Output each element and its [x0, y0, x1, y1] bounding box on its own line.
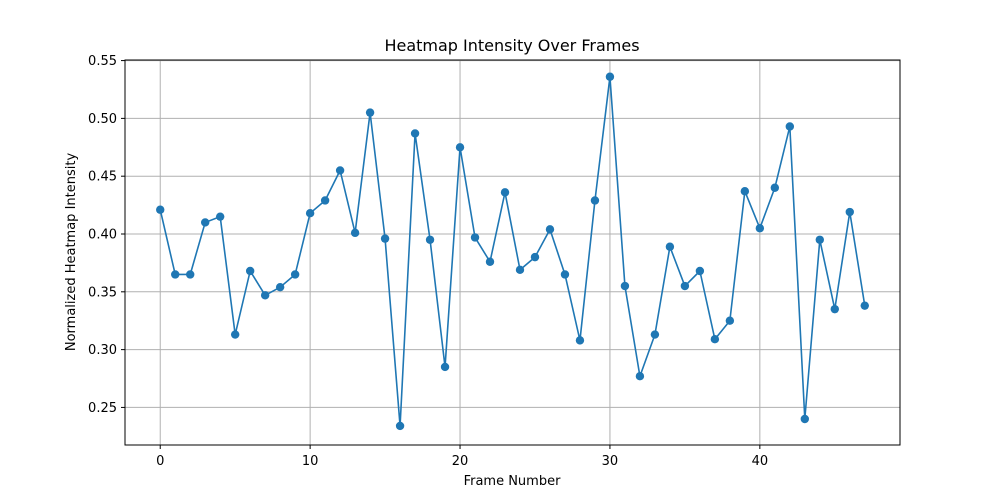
data-point [725, 316, 735, 325]
data-point [740, 187, 750, 196]
data-point [620, 281, 630, 291]
data-point [605, 72, 615, 81]
data-point [171, 270, 180, 279]
data-point [305, 208, 315, 218]
data-point [590, 196, 600, 205]
axis-ticks: 0 10 20 30 40 0.25 0.30 0.35 0.40 0.45 0.50 0.55 [88, 54, 768, 469]
y-tick-label: 0.55 [88, 54, 117, 69]
data-point [365, 108, 375, 117]
data-point [500, 188, 510, 197]
data-point [515, 265, 525, 275]
data-point [860, 301, 869, 310]
data-point [380, 234, 390, 243]
y-tick-label: 0.30 [88, 343, 117, 358]
data-point [650, 330, 660, 339]
data-point [710, 335, 720, 344]
data-point [470, 233, 480, 242]
x-tick-label: 40 [752, 454, 769, 469]
data-point [350, 228, 360, 238]
data-point [201, 218, 210, 227]
data-point [260, 291, 270, 300]
data-point [485, 257, 495, 266]
x-tick-label: 20 [452, 454, 469, 469]
series-layer [156, 72, 869, 431]
data-point [156, 205, 165, 214]
data-point [845, 207, 854, 217]
data-point [695, 266, 705, 276]
y-tick-label: 0.25 [88, 401, 117, 416]
data-point [440, 362, 450, 372]
data-point [275, 282, 285, 292]
data-point [770, 183, 780, 192]
data-point [755, 224, 765, 233]
y-tick-label: 0.40 [88, 228, 117, 243]
data-point [830, 304, 839, 314]
data-point [335, 166, 345, 175]
y-tick-label: 0.35 [88, 285, 117, 300]
chart-title: Heatmap Intensity Over Frames [384, 36, 639, 55]
y-tick-label: 0.50 [88, 112, 117, 127]
data-point [785, 122, 795, 131]
data-point [410, 129, 420, 138]
data-point [800, 414, 810, 424]
data-point [455, 143, 465, 152]
data-point [395, 421, 405, 431]
plot-frame [124, 59, 901, 446]
data-point [230, 330, 240, 339]
x-tick-label: 0 [156, 454, 164, 469]
y-axis-label: Normalized Heatmap Intensity [64, 153, 79, 352]
data-point [575, 336, 585, 345]
data-point [215, 212, 225, 221]
data-point [530, 252, 540, 262]
y-tick-label: 0.45 [88, 170, 117, 185]
data-point [635, 372, 645, 381]
x-tick-label: 10 [302, 454, 319, 469]
data-point [665, 242, 675, 251]
data-point [545, 225, 555, 234]
data-point [186, 270, 195, 279]
x-axis-label: Frame Number [464, 474, 562, 489]
data-point [290, 270, 300, 279]
data-point [425, 235, 435, 244]
data-point [320, 196, 330, 205]
x-tick-label: 30 [602, 454, 619, 469]
data-point [815, 235, 824, 244]
data-point [680, 281, 690, 291]
data-point [245, 266, 255, 276]
data-point [560, 270, 570, 279]
